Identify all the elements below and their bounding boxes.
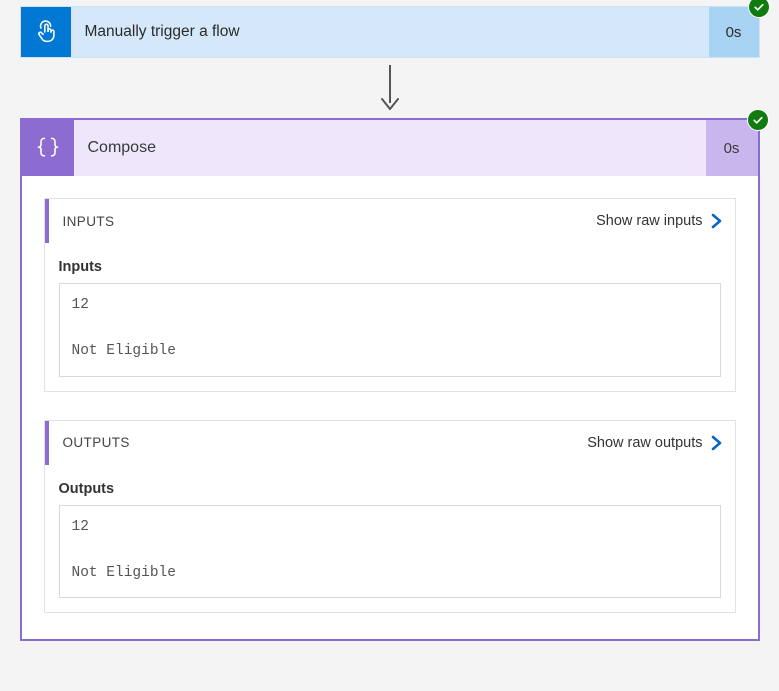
inputs-field-value: 12 Not Eligible <box>59 283 721 377</box>
show-raw-outputs-button[interactable]: Show raw outputs <box>587 435 722 451</box>
compose-icon-box <box>22 120 74 176</box>
success-badge <box>747 109 769 131</box>
compose-title: Compose <box>74 120 706 176</box>
inputs-field-label: Inputs <box>59 259 721 275</box>
outputs-field-value: 12 Not Eligible <box>59 505 721 599</box>
inputs-heading: INPUTS <box>63 214 597 229</box>
connector-arrow <box>20 58 760 118</box>
trigger-title: Manually trigger a flow <box>71 7 709 57</box>
outputs-section: OUTPUTS Show raw outputs Outputs 12 Not … <box>44 420 736 614</box>
show-raw-outputs-label: Show raw outputs <box>587 435 702 451</box>
outputs-heading: OUTPUTS <box>63 435 588 450</box>
outputs-field-label: Outputs <box>59 481 721 497</box>
outputs-section-head: OUTPUTS Show raw outputs <box>45 421 735 465</box>
chevron-right-icon <box>711 213 723 229</box>
braces-icon <box>34 134 62 162</box>
compose-header: Compose 0s <box>22 120 758 176</box>
compose-body: INPUTS Show raw inputs Inputs 12 Not Eli… <box>22 176 758 639</box>
inputs-section-body: Inputs 12 Not Eligible <box>45 243 735 391</box>
compose-duration: 0s <box>706 120 758 176</box>
compose-card[interactable]: Compose 0s INPUTS Show raw inputs <box>20 118 760 641</box>
chevron-right-icon <box>711 435 723 451</box>
flow-run-canvas: Manually trigger a flow 0s <box>0 0 779 691</box>
outputs-section-body: Outputs 12 Not Eligible <box>45 465 735 613</box>
show-raw-inputs-button[interactable]: Show raw inputs <box>596 213 722 229</box>
touch-icon <box>33 19 59 45</box>
check-icon <box>753 1 765 13</box>
check-icon <box>752 114 764 126</box>
inputs-section: INPUTS Show raw inputs Inputs 12 Not Eli… <box>44 198 736 392</box>
inputs-section-head: INPUTS Show raw inputs <box>45 199 735 243</box>
success-badge <box>748 0 770 18</box>
trigger-header: Manually trigger a flow 0s <box>21 7 759 57</box>
show-raw-inputs-label: Show raw inputs <box>596 213 702 229</box>
arrow-down-icon <box>378 63 402 113</box>
trigger-icon-box <box>21 7 71 57</box>
trigger-card[interactable]: Manually trigger a flow 0s <box>20 6 760 58</box>
